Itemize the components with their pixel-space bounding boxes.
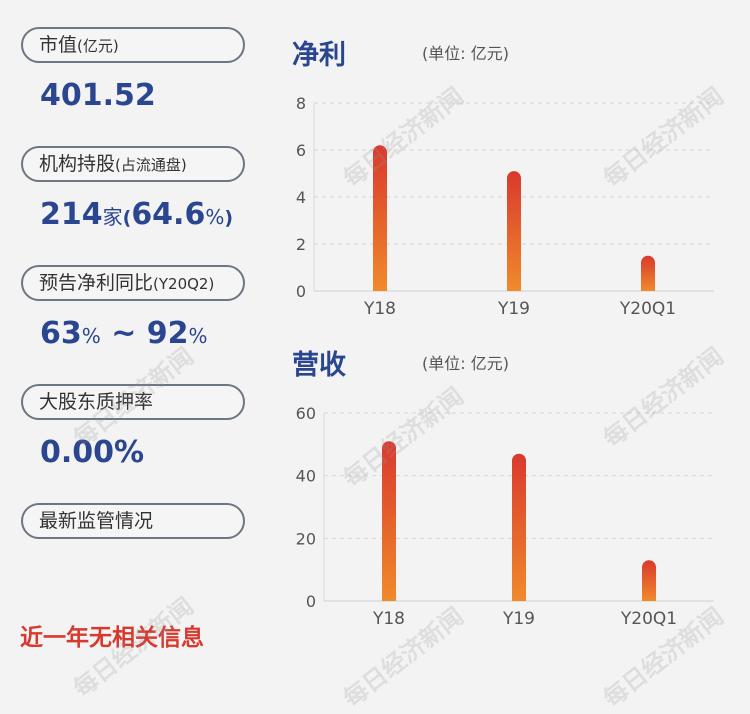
forecast-label-text: 预告净利同比: [39, 272, 154, 294]
institutions-label: 机构持股(占流通盘): [21, 146, 245, 182]
regulation-notice: 近一年无相关信息: [20, 625, 204, 651]
pledge-label: 大股东质押率: [21, 384, 245, 420]
x-tick-label: Y20Q1: [619, 299, 676, 319]
forecast-sep: ~: [100, 316, 147, 351]
institutions-pct-unit: %: [205, 205, 225, 229]
forecast-high: 92: [146, 316, 189, 351]
institutions-pct: 64.6: [131, 197, 206, 232]
pledge-value: 0.00%: [40, 435, 145, 470]
y-tick-label: 20: [296, 529, 316, 548]
x-tick-label: Y19: [502, 609, 535, 629]
bar: [642, 560, 656, 601]
market-value-label-unit: (亿元): [77, 37, 119, 55]
profit-chart-title: 净利: [292, 40, 346, 71]
x-tick-label: Y20Q1: [620, 609, 677, 629]
x-tick-label: Y18: [372, 609, 405, 629]
x-tick-label: Y19: [497, 299, 530, 319]
bar: [507, 171, 521, 291]
revenue-chart: 0 20 40 60 Y18 Y19 Y20Q1: [296, 404, 714, 629]
left-panel: 市值(亿元) 401.52 机构持股(占流通盘) 214家(64.6%) 预告净…: [0, 0, 270, 676]
y-tick-label: 40: [296, 467, 316, 486]
bar: [373, 145, 387, 291]
revenue-unit-note: (单位: 亿元): [422, 354, 509, 373]
forecast-label: 预告净利同比(Y20Q2): [21, 265, 245, 301]
y-tick-label: 0: [296, 282, 306, 301]
forecast-low-unit: %: [81, 324, 101, 348]
y-tick-label: 8: [296, 94, 306, 113]
institutions-pct-close: ): [224, 207, 234, 229]
regulation-label: 最新监管情况: [21, 503, 245, 539]
y-tick-label: 0: [306, 592, 316, 611]
y-tick-label: 6: [296, 141, 306, 160]
forecast-low: 63: [40, 316, 82, 351]
profit-unit-note: (单位: 亿元): [422, 44, 509, 63]
institutions-value: 214家(64.6%): [40, 197, 233, 232]
institutions-count: 214: [40, 197, 103, 232]
institutions-pct-open: (: [122, 207, 132, 229]
y-tick-label: 2: [296, 235, 306, 254]
y-tick-label: 60: [296, 404, 316, 423]
market-value: 401.52: [40, 78, 156, 113]
y-tick-label: 4: [296, 188, 306, 207]
forecast-high-unit: %: [188, 324, 208, 348]
bar: [641, 255, 655, 291]
revenue-chart-title: 营收: [292, 350, 346, 381]
market-value-label: 市值(亿元): [21, 27, 245, 63]
forecast-value: 63% ~ 92%: [40, 316, 208, 351]
bar: [512, 453, 526, 601]
x-tick-label: Y18: [363, 299, 396, 319]
forecast-label-unit: (Y20Q2): [153, 275, 215, 293]
market-value-label-text: 市值: [39, 34, 78, 56]
bar: [382, 441, 396, 601]
profit-chart: 0 2 4 6 8 Y18 Y19 Y20Q1: [296, 94, 714, 319]
institutions-count-unit: 家: [102, 205, 123, 229]
institutions-label-unit: (占流通盘): [115, 156, 187, 174]
institutions-label-text: 机构持股: [39, 153, 116, 175]
